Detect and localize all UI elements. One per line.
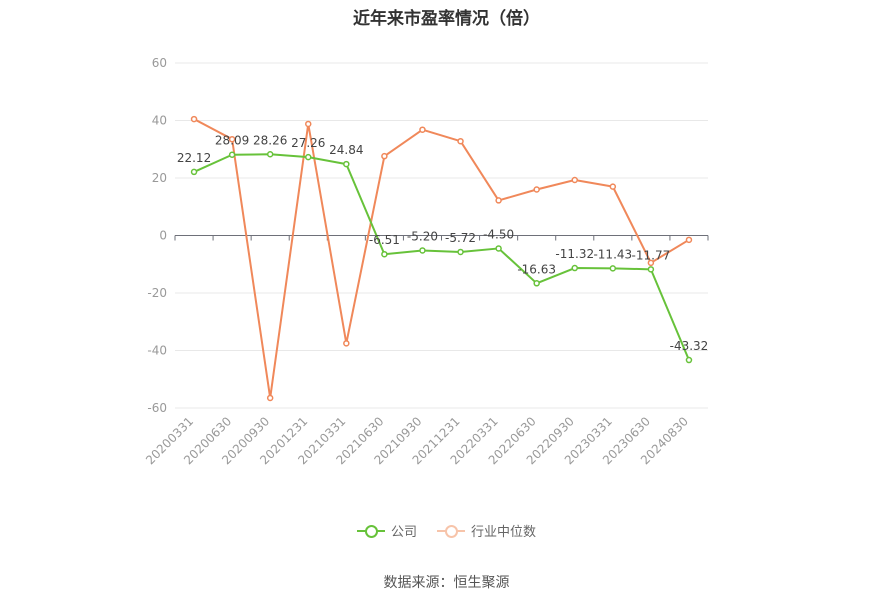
company-point	[190, 168, 198, 176]
y-tick-label: 20	[152, 171, 167, 185]
industry-median-point	[228, 135, 236, 143]
company-data-label: 28.26	[253, 133, 287, 147]
line-chart: 60 40 20 0 -20 -40 -60 20200331202006302020093…	[143, 56, 709, 467]
company-data-label: -4.50	[483, 227, 514, 241]
company-data-label: -11.43	[593, 247, 632, 261]
y-tick-label: -40	[147, 344, 167, 358]
legend: 公司 行业中位数	[0, 521, 893, 540]
industry-median-point	[343, 340, 350, 347]
industry-median-point	[419, 126, 426, 133]
industry-median-point	[190, 115, 198, 123]
y-tick-label: -60	[147, 401, 167, 415]
company-data-label: -5.20	[407, 229, 438, 243]
company-line	[193, 153, 690, 361]
industry-median-point	[457, 137, 464, 145]
company-point	[305, 153, 312, 161]
x-axis: 2020033120200630202009302020123120210331…	[143, 235, 709, 467]
industry-median-point	[266, 394, 274, 402]
company-data-label: -11.77	[632, 248, 671, 262]
y-tick-label: 60	[152, 56, 167, 70]
data-labels: 22.12 28.09 28.26 27.26 24.84 -6.51 -5.20 -5.72…	[177, 133, 708, 353]
y-tick-label: -20	[147, 286, 167, 300]
industry-median-point	[609, 183, 617, 190]
y-tick-label: 40	[152, 114, 167, 128]
company-data-label: -43.32	[670, 339, 709, 353]
company-point	[228, 151, 236, 158]
company-point	[266, 151, 274, 158]
company-point	[343, 160, 350, 168]
legend-item-industry-median[interactable]: 行业中位数	[437, 521, 536, 540]
industry-median-point	[533, 186, 540, 193]
series-layer	[190, 115, 693, 402]
legend-company-label: 公司	[390, 525, 417, 540]
data-source: 数据来源：恒生聚源	[383, 575, 510, 591]
company-data-label: 27.26	[291, 136, 325, 150]
company-point	[495, 245, 502, 252]
industry-median-point	[495, 197, 502, 204]
industry-median-point	[305, 120, 312, 128]
company-point	[571, 264, 578, 272]
industry-median-line	[193, 118, 690, 399]
legend-company-swatch-icon	[356, 524, 385, 538]
industry-median-point	[647, 259, 655, 267]
company-data-label: -11.32	[555, 247, 594, 261]
legend-industry-swatch-icon	[437, 524, 465, 538]
company-point	[609, 265, 617, 272]
company-data-label: -6.51	[369, 233, 400, 247]
company-data-label: 22.12	[177, 151, 211, 165]
legend-industry-label: 行业中位数	[471, 525, 537, 540]
company-point	[533, 280, 540, 287]
company-point	[419, 247, 426, 254]
company-data-label: -5.72	[445, 231, 476, 245]
company-data-label: 24.84	[329, 143, 363, 157]
company-point	[647, 266, 655, 273]
company-data-label: 28.09	[215, 134, 249, 148]
company-data-label: -16.63	[517, 262, 556, 276]
y-tick-label: 0	[159, 229, 167, 243]
legend-item-company[interactable]: 公司	[356, 521, 417, 540]
industry-median-point	[381, 152, 388, 160]
company-point	[381, 250, 388, 258]
chart-title: 近年来市盈率情况（倍）	[353, 9, 540, 29]
industry-median-point	[685, 236, 693, 244]
industry-median-point	[571, 176, 578, 184]
y-axis: 60 40 20 0 -20 -40 -60	[147, 56, 167, 415]
company-point	[685, 356, 693, 364]
company-point	[457, 248, 464, 256]
